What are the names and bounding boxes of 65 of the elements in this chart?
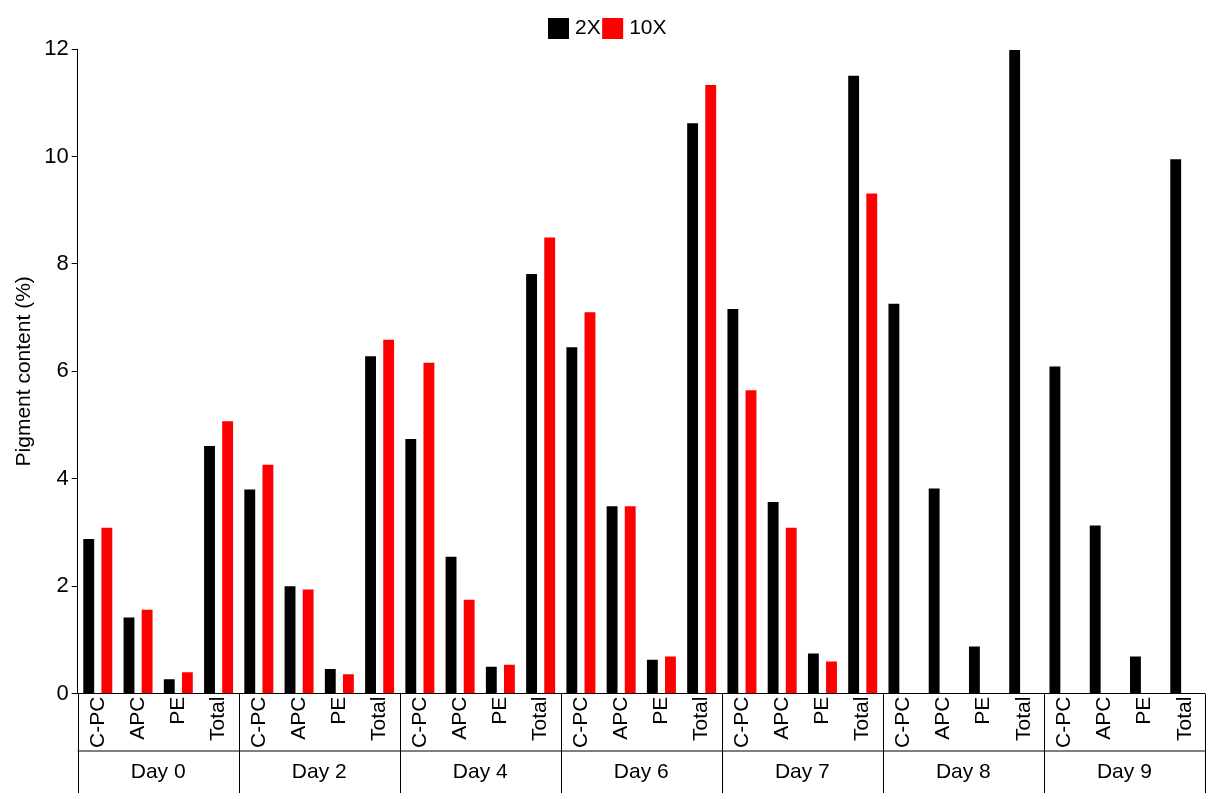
bar [624, 506, 636, 694]
legend-label: 10X [629, 15, 667, 39]
text: Day 4 [452, 758, 508, 782]
x-tick-label: PE [326, 696, 350, 725]
legend-label: 2X [574, 15, 601, 39]
x-tick-label: APC [285, 696, 309, 740]
y-tick-label: 12 [44, 35, 69, 61]
x-tick-label: APC [607, 696, 631, 740]
bar [665, 656, 676, 694]
y-tick-label: 4 [56, 464, 69, 490]
x-tick-label: C-PC [84, 696, 108, 749]
bar [222, 421, 234, 694]
bar [745, 390, 757, 694]
x-tick-label: PE [648, 696, 672, 725]
text: Day 0 [130, 758, 186, 782]
x-tick-label: APC [124, 696, 148, 740]
x-tick-label: Total [527, 696, 551, 742]
x-tick-label: PE [1131, 696, 1155, 725]
x-tick-label: C-PC [889, 696, 913, 749]
bar [866, 193, 878, 694]
x-tick-label: PE [487, 696, 511, 725]
bar [504, 664, 515, 694]
bar [544, 237, 556, 694]
x-tick-label: APC [930, 696, 954, 740]
y-tick-label: 8 [56, 249, 69, 275]
text: Day 9 [1096, 758, 1152, 782]
x-tick-label: APC [1091, 696, 1115, 740]
x-tick-label: APC [446, 696, 470, 740]
bar [423, 362, 435, 694]
bar [785, 527, 797, 694]
x-tick-label: PE [165, 696, 189, 725]
x-tick-label: Total [849, 696, 873, 742]
bar [463, 599, 475, 694]
y-tick-label: 0 [56, 679, 69, 705]
y-tick-label: 2 [56, 572, 69, 598]
x-tick-label: Total [366, 696, 390, 742]
x-tick-label: PE [970, 696, 994, 725]
x-tick-label: C-PC [1050, 696, 1074, 749]
bar [262, 464, 274, 694]
x-tick-label: Total [1171, 696, 1195, 742]
bar [826, 661, 837, 694]
bar [101, 527, 113, 694]
text: Day 2 [291, 758, 347, 782]
bar [705, 84, 717, 694]
text: Day 6 [613, 758, 669, 782]
x-tick-label: C-PC [245, 696, 269, 749]
bar [302, 589, 314, 694]
y-tick-label: 10 [44, 142, 69, 168]
bar [584, 312, 596, 694]
x-tick-label: PE [809, 696, 833, 725]
x-tick-label: Total [205, 696, 229, 742]
bar [342, 674, 354, 694]
x-tick-label: Total [688, 696, 712, 742]
x-tick-label: C-PC [728, 696, 752, 749]
x-tick-label: C-PC [567, 696, 591, 749]
text: Day 8 [935, 758, 991, 782]
bar [141, 609, 153, 694]
bar [383, 339, 395, 694]
x-tick-label: Total [1010, 696, 1034, 742]
text: Day 7 [774, 758, 830, 782]
bar [181, 672, 193, 694]
y-tick-label: 6 [56, 357, 69, 383]
y-axis-title: Pigment content (%) [11, 276, 35, 467]
x-tick-label: APC [768, 696, 792, 740]
x-tick-label: C-PC [406, 696, 430, 749]
